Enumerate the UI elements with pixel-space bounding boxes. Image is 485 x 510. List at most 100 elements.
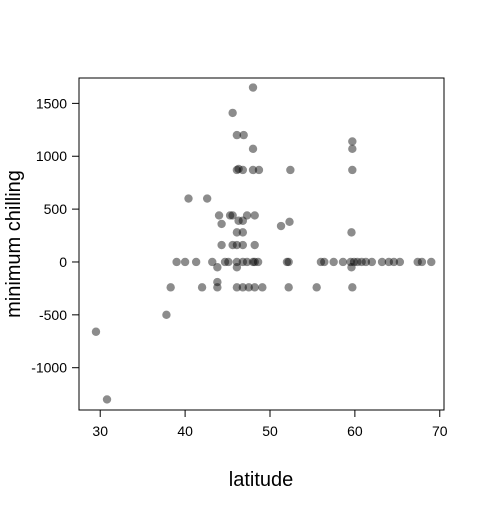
data-point bbox=[285, 217, 294, 226]
data-point bbox=[239, 130, 248, 140]
data-point bbox=[349, 257, 359, 267]
data-point bbox=[238, 240, 248, 250]
data-point bbox=[367, 257, 377, 267]
data-point bbox=[348, 144, 357, 154]
data-point bbox=[395, 257, 405, 267]
data-point bbox=[347, 228, 356, 237]
data-point bbox=[191, 257, 201, 267]
data-point bbox=[238, 257, 248, 267]
data-point bbox=[232, 240, 242, 250]
data-point bbox=[348, 137, 357, 146]
data-point bbox=[248, 257, 258, 267]
data-point bbox=[224, 257, 233, 267]
data-point bbox=[329, 257, 338, 267]
data-point bbox=[217, 219, 226, 229]
data-point bbox=[250, 240, 259, 250]
data-point bbox=[242, 257, 252, 267]
data-point bbox=[338, 257, 348, 267]
data-point bbox=[228, 211, 237, 220]
data-point bbox=[384, 257, 394, 267]
data-point bbox=[232, 165, 242, 175]
data-point bbox=[213, 277, 222, 287]
data-point bbox=[413, 257, 422, 267]
y-tick-label: 0 bbox=[59, 254, 67, 270]
data-point bbox=[208, 257, 217, 267]
data-point bbox=[353, 257, 362, 267]
data-point bbox=[166, 283, 175, 292]
data-point bbox=[91, 327, 101, 336]
x-axis-title: latitude bbox=[229, 469, 294, 491]
data-point bbox=[250, 257, 259, 267]
data-point bbox=[213, 263, 222, 272]
data-point bbox=[228, 240, 237, 250]
data-point bbox=[162, 310, 171, 320]
data-point bbox=[242, 211, 252, 220]
data-point bbox=[348, 165, 357, 175]
data-point bbox=[248, 83, 258, 92]
data-point bbox=[253, 257, 263, 267]
data-point bbox=[197, 283, 207, 292]
data-point bbox=[238, 228, 248, 237]
data-points bbox=[91, 83, 436, 404]
data-point bbox=[312, 283, 321, 292]
data-point bbox=[220, 257, 230, 267]
data-point bbox=[389, 257, 399, 267]
data-point bbox=[417, 257, 427, 267]
data-point bbox=[250, 283, 259, 292]
data-point bbox=[250, 211, 259, 220]
data-point bbox=[228, 108, 237, 118]
data-point bbox=[238, 165, 248, 175]
y-tick-label: 500 bbox=[44, 201, 68, 217]
data-point bbox=[232, 283, 242, 292]
plot-frame bbox=[78, 77, 445, 411]
data-point bbox=[316, 257, 326, 267]
data-point bbox=[346, 257, 355, 267]
y-tick-label: -1000 bbox=[31, 360, 67, 376]
data-point bbox=[202, 194, 212, 203]
x-tick-label: 60 bbox=[347, 423, 363, 439]
x-tick-label: 50 bbox=[262, 423, 278, 439]
y-tick-label: -500 bbox=[39, 307, 67, 323]
x-tick-label: 30 bbox=[92, 423, 108, 439]
data-point bbox=[102, 395, 112, 404]
data-point bbox=[347, 263, 356, 272]
data-point bbox=[276, 221, 286, 231]
data-point bbox=[284, 257, 293, 267]
data-point bbox=[427, 257, 436, 267]
y-axis: -1000 -500 0 500 1000 1500 bbox=[31, 95, 79, 376]
data-point bbox=[238, 216, 248, 225]
data-point bbox=[348, 283, 357, 292]
data-point bbox=[232, 257, 242, 267]
x-tick-label: 40 bbox=[177, 423, 193, 439]
x-axis: 30 40 50 60 70 bbox=[92, 410, 448, 439]
data-point bbox=[184, 194, 193, 203]
data-point bbox=[225, 211, 235, 220]
data-point bbox=[286, 165, 295, 175]
data-point bbox=[248, 165, 258, 175]
y-axis-title: minimum chilling bbox=[3, 170, 25, 318]
data-point bbox=[172, 257, 181, 267]
y-tick-label: 1000 bbox=[36, 148, 67, 164]
data-point bbox=[214, 211, 224, 220]
data-point bbox=[232, 263, 242, 272]
data-point bbox=[282, 257, 292, 267]
data-point bbox=[232, 228, 242, 237]
data-point bbox=[258, 283, 267, 292]
data-point bbox=[254, 165, 264, 175]
data-point bbox=[377, 257, 387, 267]
data-point bbox=[357, 257, 366, 267]
data-point bbox=[217, 240, 226, 250]
x-tick-label: 70 bbox=[432, 423, 448, 439]
data-point bbox=[180, 257, 190, 267]
data-point bbox=[248, 144, 258, 154]
data-point bbox=[320, 257, 329, 267]
data-point bbox=[238, 283, 248, 292]
data-point bbox=[244, 283, 253, 292]
y-tick-label: 1500 bbox=[36, 95, 67, 111]
data-point bbox=[234, 164, 243, 174]
data-point bbox=[284, 283, 293, 292]
data-point bbox=[234, 216, 243, 225]
data-point bbox=[232, 130, 242, 140]
data-point bbox=[213, 283, 222, 292]
